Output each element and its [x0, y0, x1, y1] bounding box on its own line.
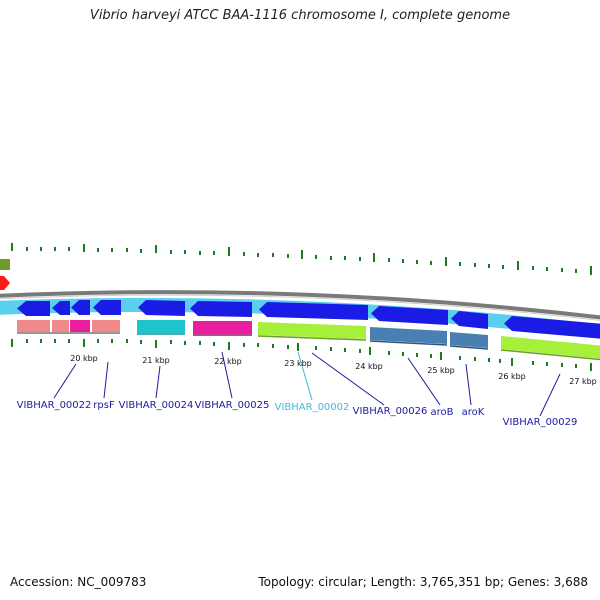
accession-label: Accession: — [10, 575, 74, 589]
genome-summary: Topology: circular; Length: 3,765,351 bp… — [258, 575, 588, 589]
feature-row-2 — [17, 320, 600, 361]
gene-label: aroB — [431, 407, 454, 418]
lime-block — [501, 336, 600, 359]
length-value: 3,765,351 bp — [419, 575, 500, 589]
lime-block — [258, 322, 366, 339]
cds-arrow — [17, 301, 50, 316]
scale-label: 24 kbp — [355, 362, 383, 371]
cds-arrow — [451, 311, 488, 329]
scale-label: 26 kbp — [498, 372, 526, 381]
genes-value: 3,688 — [553, 575, 588, 589]
cds-arrow — [93, 300, 121, 315]
cds-arrow — [371, 306, 448, 325]
scale-label: 27 kbp — [569, 377, 597, 386]
trna-block — [52, 320, 69, 332]
cds-arrows — [17, 300, 600, 339]
gene-label: VIBHAR_00024 — [119, 400, 194, 411]
steel-block — [450, 332, 488, 348]
length-label: Length: — [370, 575, 417, 589]
cds-arrow — [138, 300, 185, 316]
scale-label: 20 kbp — [70, 354, 98, 363]
gene-label: rpsF — [93, 400, 115, 411]
label-leader-lines — [53, 351, 561, 417]
cyan-block — [137, 320, 185, 333]
cds-arrow — [52, 301, 70, 315]
outer-tick-row — [11, 243, 592, 275]
cds-arrow — [71, 300, 90, 315]
rpsf-block — [70, 320, 90, 332]
accession-value: NC_009783 — [77, 575, 147, 589]
partial-feature-red — [0, 276, 10, 290]
gene-label: VIBHAR_00029 — [503, 417, 578, 428]
genes-label: Genes: — [507, 575, 550, 589]
gene-label: VIBHAR_00022 — [17, 400, 92, 411]
trna-block — [17, 320, 50, 332]
inner-tick-row — [11, 339, 592, 371]
scale-label: 23 kbp — [284, 359, 312, 368]
scale-label: 21 kbp — [142, 356, 170, 365]
topology-label: Topology: — [258, 575, 315, 589]
accession-info: Accession: NC_009783 — [10, 575, 146, 589]
partial-feature-olive — [0, 259, 10, 270]
gene-label: VIBHAR_00026 — [353, 406, 428, 417]
gene-label: VIBHAR_00002 — [275, 402, 350, 413]
cds-arrow — [259, 302, 368, 320]
scale-label: 22 kbp — [214, 357, 242, 366]
steel-block — [370, 327, 447, 344]
gene-label: VIBHAR_00025 — [195, 400, 270, 411]
chromosome-backbone — [0, 290, 600, 320]
cds-arrow — [504, 316, 600, 339]
topology-value: circular — [318, 575, 363, 589]
scale-label: 25 kbp — [427, 366, 455, 375]
cds-arrow — [190, 301, 252, 317]
gene-label: aroK — [462, 407, 485, 418]
magenta-block — [193, 321, 252, 334]
trna-block — [92, 320, 120, 332]
map-title: Vibrio harveyi ATCC BAA-1116 chromosome … — [89, 8, 511, 23]
